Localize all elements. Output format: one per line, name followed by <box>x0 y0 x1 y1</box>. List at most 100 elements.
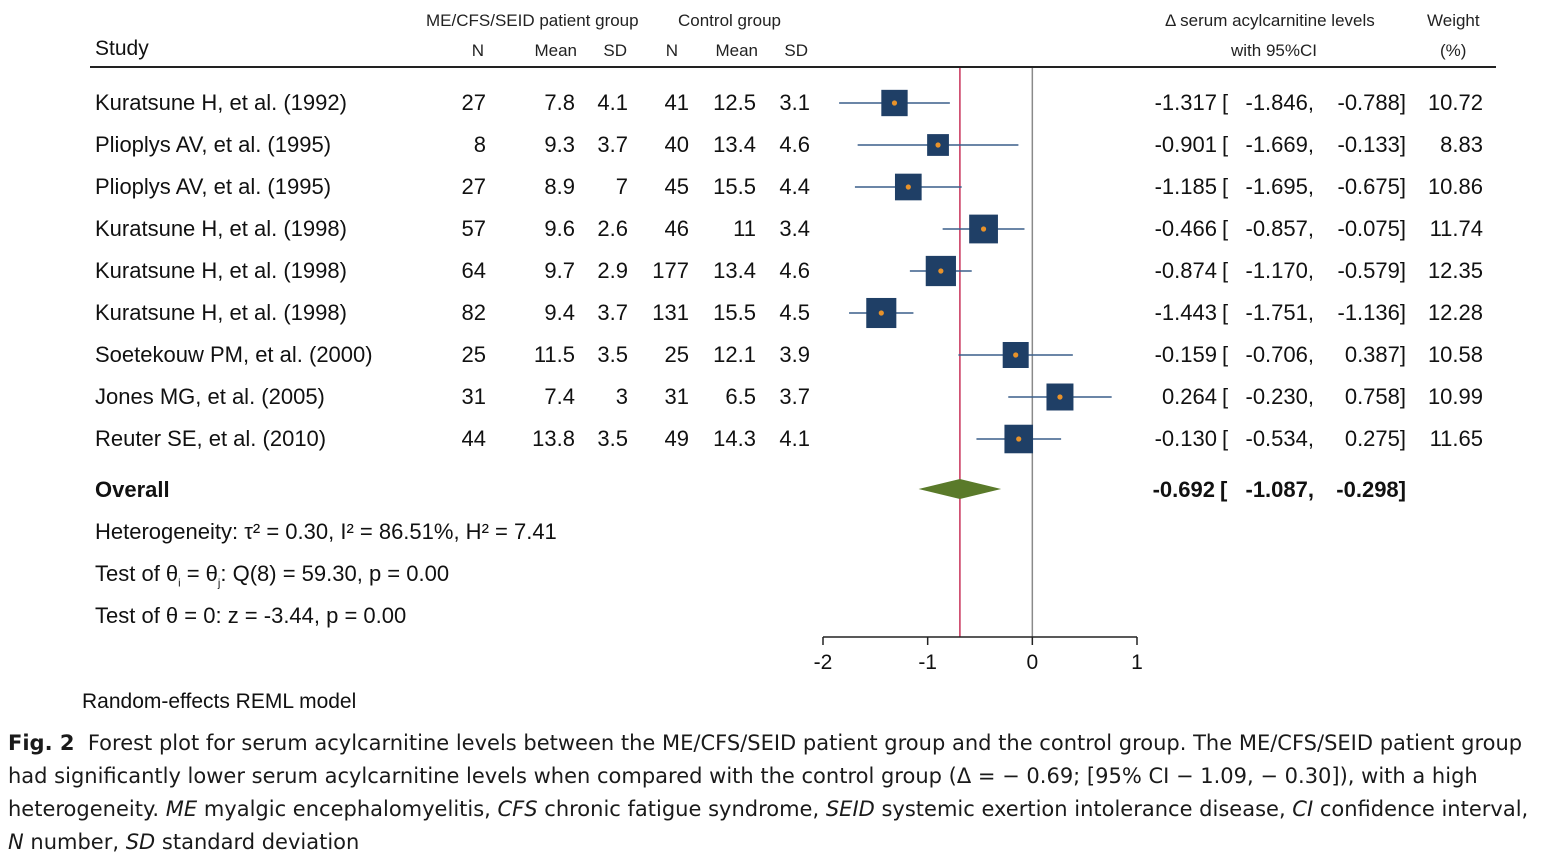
control-mean: 15.5 <box>713 174 756 199</box>
ci-high: -0.579] <box>1337 258 1407 283</box>
patient-mean: 7.4 <box>544 384 575 409</box>
ci-low: -0.857, <box>1245 216 1315 241</box>
control-sd: 4.6 <box>779 132 810 157</box>
control-mean: 14.3 <box>713 426 756 451</box>
overall-ci-low: -1.087, <box>1245 477 1315 502</box>
ci-high: 0.758] <box>1344 384 1406 409</box>
patient-n: 25 <box>461 342 486 367</box>
figure-label: Fig. 2 <box>8 731 75 755</box>
ci-low: -1.751, <box>1245 300 1315 325</box>
patient-mean: 9.7 <box>544 258 575 283</box>
study-point-marker <box>1013 352 1019 358</box>
control-sd: 4.6 <box>779 258 810 283</box>
n1-column-header: N <box>471 41 484 60</box>
control-sd: 3.9 <box>779 342 810 367</box>
weight-value: 10.86 <box>1427 174 1483 199</box>
weight-unit-subheader: (%) <box>1440 41 1467 60</box>
control-n: 40 <box>664 132 689 157</box>
study-name: Soetekouw PM, et al. (2000) <box>95 342 373 367</box>
effect-estimate: -1.443 <box>1154 300 1217 325</box>
patient-sd: 3.5 <box>597 342 628 367</box>
control-mean: 12.5 <box>713 90 756 115</box>
study-point-marker <box>905 184 911 190</box>
effect-estimate: 0.264 <box>1161 384 1217 409</box>
ci-low: -0.706, <box>1245 342 1315 367</box>
study-name: Kuratsune H, et al. (1992) <box>95 90 347 115</box>
study-name: Kuratsune H, et al. (1998) <box>95 258 347 283</box>
patient-sd: 2.6 <box>597 216 628 241</box>
study-point-marker <box>938 268 944 274</box>
weight-value: 11.74 <box>1429 216 1483 241</box>
control-mean: 11 <box>733 216 756 241</box>
control-n: 177 <box>652 258 689 283</box>
patient-sd: 7 <box>615 174 628 199</box>
ci-high: -0.675] <box>1337 174 1407 199</box>
control-sd: 3.1 <box>779 90 810 115</box>
patient-n: 57 <box>461 216 486 241</box>
figure-caption: Fig. 2 Forest plot for serum acylcarniti… <box>8 731 1529 854</box>
patient-mean: 13.8 <box>532 426 575 451</box>
weight-value: 10.99 <box>1427 384 1483 409</box>
ci-bracket: [ <box>1222 258 1229 283</box>
effect-estimate: -0.901 <box>1154 132 1217 157</box>
study-column-header: Study <box>95 37 149 60</box>
ci-bracket: [ <box>1222 132 1229 157</box>
heterogeneity-stats: Heterogeneity: τ² = 0.30, I² = 86.51%, H… <box>95 519 557 544</box>
patient-mean: 9.3 <box>544 132 575 157</box>
control-sd: 4.4 <box>779 174 810 199</box>
patient-n: 82 <box>461 300 486 325</box>
overall-label: Overall <box>95 477 170 502</box>
control-n: 25 <box>664 342 689 367</box>
study-name: Plioplys AV, et al. (1995) <box>95 174 332 199</box>
study-name: Kuratsune H, et al. (1998) <box>95 300 347 325</box>
effect-column-header: Δ serum acylcarnitine levels <box>1165 11 1375 30</box>
effect-ci-subheader: with 95%CI <box>1231 41 1317 60</box>
overall-bracket: [ <box>1220 477 1228 502</box>
control-mean: 13.4 <box>713 132 756 157</box>
patient-mean: 11.5 <box>533 342 575 367</box>
patient-sd: 3.5 <box>597 426 628 451</box>
control-group-header: Control group <box>678 11 782 30</box>
control-n: 46 <box>664 216 689 241</box>
model-note: Random-effects REML model <box>82 690 357 713</box>
effect-estimate: -1.185 <box>1154 174 1217 199</box>
weight-value: 12.35 <box>1427 258 1483 283</box>
patient-sd: 4.1 <box>597 90 628 115</box>
patient-group-header: ME/CFS/SEID patient group <box>426 11 639 30</box>
control-n: 45 <box>664 174 689 199</box>
overall-diamond <box>918 479 1002 499</box>
weight-value: 10.58 <box>1427 342 1483 367</box>
control-sd: 3.7 <box>779 384 810 409</box>
mean2-column-header: Mean <box>715 41 758 60</box>
ci-bracket: [ <box>1222 216 1229 241</box>
ci-high: -1.136] <box>1337 300 1407 325</box>
ci-bracket: [ <box>1222 342 1229 367</box>
overall-ci-high: -0.298] <box>1336 477 1406 502</box>
patient-n: 64 <box>461 258 486 283</box>
x-tick-label: 1 <box>1131 651 1143 674</box>
homogeneity-test: Test of θi = θj: Q(8) = 59.30, p = 0.00 <box>95 561 450 590</box>
effect-estimate: -0.874 <box>1154 258 1217 283</box>
control-mean: 6.5 <box>725 384 756 409</box>
x-tick-label: -2 <box>814 651 833 674</box>
control-n: 41 <box>664 90 689 115</box>
ci-bracket: [ <box>1222 426 1229 451</box>
study-point-marker <box>891 100 898 106</box>
ci-bracket: [ <box>1222 384 1229 409</box>
patient-mean: 9.4 <box>544 300 575 325</box>
study-name: Plioplys AV, et al. (1995) <box>95 132 332 157</box>
effect-estimate: -0.130 <box>1154 426 1217 451</box>
header-rule <box>90 66 1496 68</box>
control-n: 131 <box>652 300 689 325</box>
ci-low: -1.170, <box>1245 258 1315 283</box>
patient-n: 31 <box>461 384 486 409</box>
x-tick-label: 0 <box>1026 651 1038 674</box>
ci-low: -1.695, <box>1245 174 1315 199</box>
study-point-marker <box>935 142 941 148</box>
effect-estimate: -0.466 <box>1154 216 1217 241</box>
weight-column-header: Weight <box>1427 11 1480 30</box>
weight-value: 11.65 <box>1429 426 1483 451</box>
ci-low: -0.230, <box>1245 384 1315 409</box>
ci-high: -0.788] <box>1337 90 1407 115</box>
effect-estimate: -0.159 <box>1154 342 1217 367</box>
